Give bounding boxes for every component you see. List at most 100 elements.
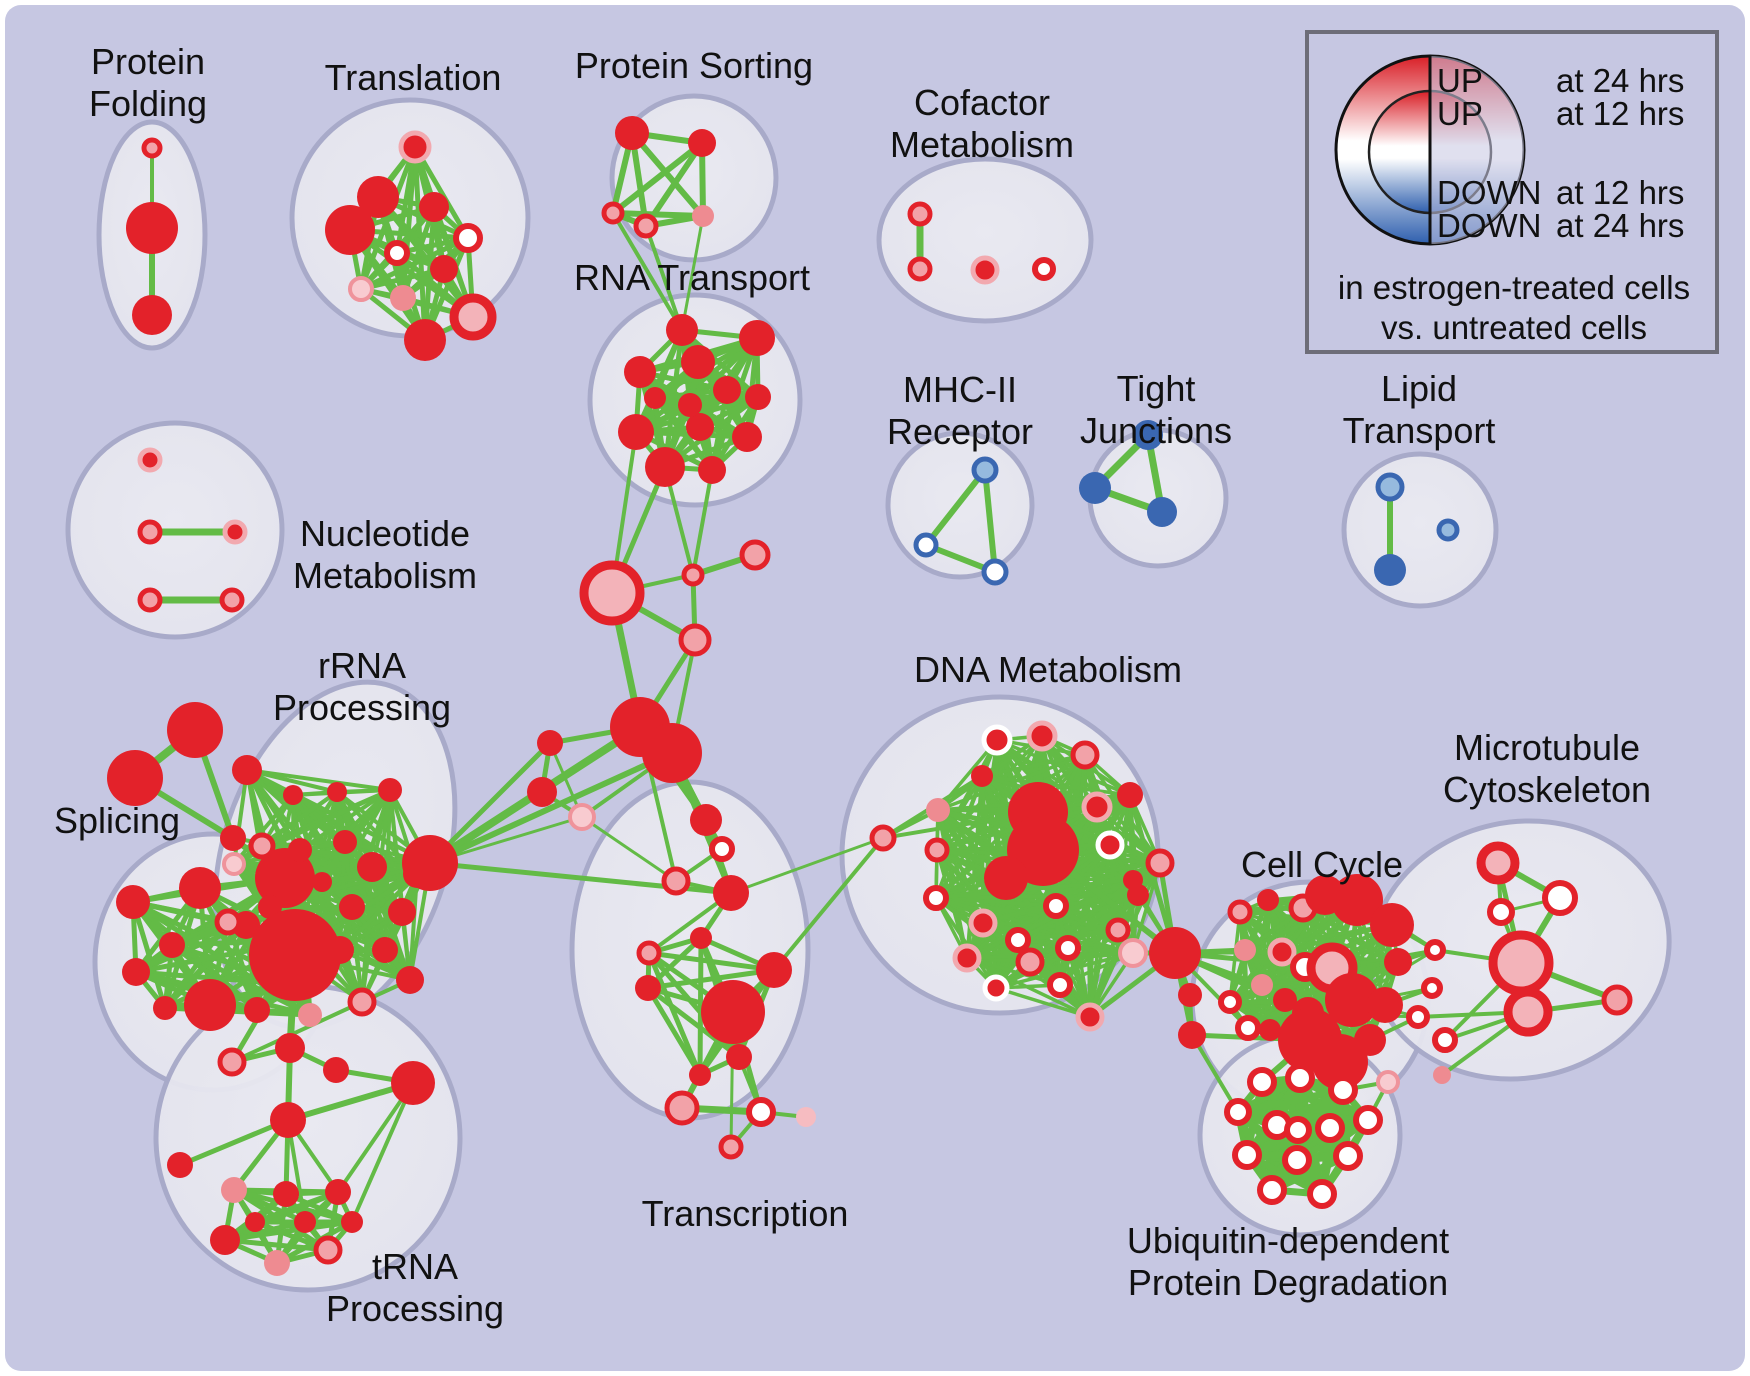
node-132 — [1105, 917, 1131, 943]
node-125 — [1005, 927, 1031, 953]
node-97 — [690, 927, 712, 949]
node-14 — [615, 116, 649, 150]
node-106 — [689, 1064, 711, 1086]
node-69 — [339, 894, 365, 920]
node-129 — [1047, 972, 1073, 998]
node-163 — [1424, 939, 1446, 961]
node-68 — [258, 895, 282, 919]
node-39 — [527, 777, 557, 807]
node-88 — [264, 1250, 290, 1276]
node-139 — [1257, 889, 1279, 911]
edge — [610, 210, 706, 219]
node-182 — [1307, 1179, 1337, 1209]
node-143 — [1370, 903, 1414, 947]
node-15 — [688, 129, 716, 157]
node-90 — [341, 1211, 363, 1233]
node-103 — [746, 1097, 776, 1127]
edge — [934, 896, 1058, 908]
node-89 — [294, 1211, 316, 1233]
node-79 — [323, 1057, 349, 1083]
node-111 — [971, 765, 993, 787]
node-179 — [1282, 1145, 1312, 1175]
edge — [729, 836, 885, 895]
node-144 — [1234, 939, 1256, 961]
node-38 — [537, 730, 563, 756]
cluster-label-rna-transport: RNA Transport — [574, 257, 810, 298]
node-56 — [298, 1003, 322, 1027]
node-193 — [1079, 472, 1111, 504]
cluster-label-nucleotide-metabolism: Nucleotide — [300, 513, 470, 554]
cluster-label-protein-sorting: Protein Sorting — [575, 45, 813, 86]
edge — [934, 878, 1135, 900]
node-20 — [739, 320, 775, 356]
node-101 — [726, 1044, 752, 1070]
node-133 — [1118, 938, 1148, 968]
cluster-label-tight-junctions: Tight — [1117, 368, 1196, 409]
node-51 — [214, 908, 242, 936]
node-149 — [1218, 990, 1242, 1014]
cluster-label-ubiquitin-degradation: Ubiquitin-dependent — [1127, 1220, 1449, 1261]
edge — [644, 224, 684, 332]
node-3 — [398, 130, 432, 164]
edge — [680, 214, 705, 332]
edge — [274, 1219, 355, 1266]
node-96 — [636, 940, 662, 966]
node-67 — [312, 872, 332, 892]
node-29 — [698, 456, 726, 484]
node-124 — [1043, 893, 1069, 919]
cluster-label-microtubule-cytoskeleton: Microtubule — [1454, 727, 1640, 768]
node-196 — [1374, 554, 1406, 586]
edge — [645, 967, 777, 991]
node-60 — [378, 778, 402, 802]
node-171 — [1247, 1067, 1277, 1097]
node-105 — [718, 1134, 744, 1160]
node-123 — [968, 908, 998, 938]
node-122 — [923, 885, 949, 911]
node-174 — [1224, 1098, 1252, 1126]
node-160 — [1476, 841, 1520, 885]
edge — [350, 905, 364, 1004]
node-197 — [1436, 518, 1460, 542]
node-27 — [732, 422, 762, 452]
cluster-label-rrna-processing: Processing — [273, 687, 451, 728]
edge — [412, 144, 471, 241]
node-126 — [1015, 947, 1045, 977]
node-138 — [1227, 899, 1253, 925]
node-170 — [1433, 1066, 1451, 1084]
node-177 — [1353, 1105, 1383, 1135]
node-114 — [1081, 791, 1113, 823]
node-83 — [221, 1177, 247, 1203]
node-191 — [981, 558, 1009, 586]
node-156 — [1235, 1015, 1261, 1041]
node-94 — [661, 866, 691, 896]
node-0 — [141, 137, 163, 159]
edge — [772, 836, 885, 972]
node-152 — [1325, 973, 1379, 1027]
edge — [427, 740, 553, 866]
node-80 — [391, 1061, 435, 1105]
edge — [222, 1219, 355, 1243]
node-200 — [222, 519, 248, 545]
cluster-label-splicing: Splicing — [54, 800, 180, 841]
node-172 — [1285, 1063, 1315, 1093]
edge — [646, 950, 703, 1078]
edge — [350, 1081, 415, 1224]
node-73 — [326, 936, 354, 964]
cluster-label-mhc-ii-receptor: Receptor — [887, 411, 1033, 452]
node-37 — [642, 723, 702, 783]
edge — [1066, 878, 1135, 950]
edge — [679, 327, 761, 400]
cluster-label-cofactor-metabolism: Metabolism — [890, 124, 1074, 165]
node-164 — [1488, 930, 1554, 996]
node-100 — [701, 980, 765, 1044]
edge — [965, 951, 1135, 960]
node-49 — [122, 958, 150, 986]
node-74 — [372, 937, 398, 963]
node-135 — [1178, 983, 1202, 1007]
node-166 — [1406, 1005, 1430, 1029]
node-43 — [220, 825, 246, 851]
edge — [358, 266, 447, 292]
node-99 — [635, 975, 661, 1001]
node-33 — [739, 539, 771, 571]
node-41 — [167, 702, 223, 758]
